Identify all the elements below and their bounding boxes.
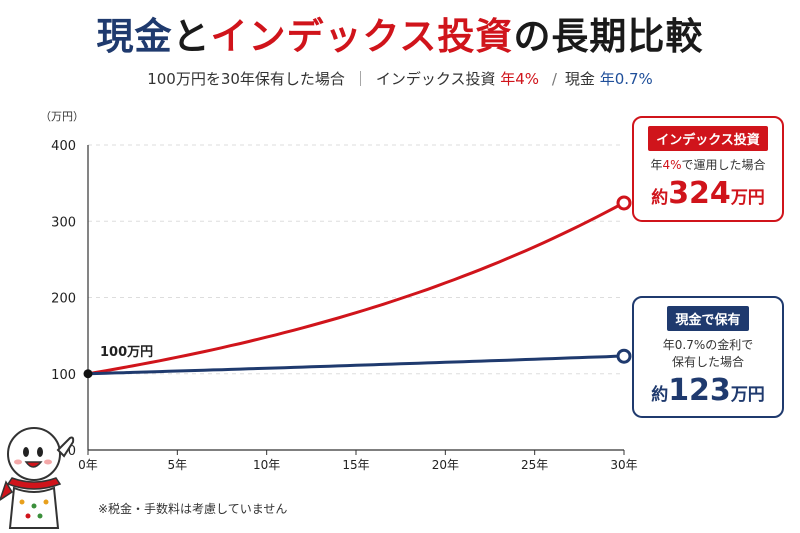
index-amount-unit: 万円 xyxy=(730,188,765,208)
series-endpoint-1 xyxy=(616,348,632,364)
x-tick-label: 0年 xyxy=(78,458,98,472)
mascot-illustration xyxy=(0,427,75,529)
cash-callout-desc: 年0.7%の金利で 保有した場合 xyxy=(634,337,782,371)
y-tick-label: 200 xyxy=(51,292,76,307)
x-tick-label: 10年 xyxy=(253,458,280,472)
footnote: ※税金・手数料は考慮していません xyxy=(98,502,288,516)
series-line-0 xyxy=(87,201,625,376)
x-tick-label: 30年 xyxy=(610,458,637,472)
title-rest: の長期比較 xyxy=(513,15,704,58)
page-title: 現金とインデックス投資の長期比較 xyxy=(0,6,800,60)
subtitle-index-label: インデックス投資 xyxy=(375,70,496,88)
index-callout-amount: 約324万円 xyxy=(634,176,782,211)
subtitle-slash: / xyxy=(551,70,557,88)
subtitle-separator: ｜ xyxy=(352,70,368,88)
cash-desc-line1: 年0.7%の金利で xyxy=(662,338,754,352)
cash-callout-tag: 現金で保有 xyxy=(667,306,749,331)
start-point-label: 100万円 xyxy=(100,345,153,360)
series-line-1 xyxy=(87,354,625,376)
cash-callout-amount: 約123万円 xyxy=(634,373,782,408)
subtitle-cash-label: 現金 xyxy=(564,70,595,88)
cash-amount-unit: 万円 xyxy=(730,385,765,405)
index-callout-desc: 年4%で運用した場合 xyxy=(634,157,782,174)
cash-desc-line2: 保有した場合 xyxy=(671,355,744,369)
title-to: と xyxy=(172,15,211,58)
y-tick-label: 400 xyxy=(51,139,76,154)
cash-amount-number: 123 xyxy=(668,373,731,408)
cash-callout: 現金で保有 年0.7%の金利で 保有した場合 約123万円 xyxy=(632,296,784,418)
start-point xyxy=(83,369,93,379)
index-desc-pre: 年 xyxy=(650,158,663,172)
x-tick-label: 20年 xyxy=(432,458,459,472)
series-endpoint-0 xyxy=(616,195,632,211)
cash-amount-pre: 約 xyxy=(651,385,669,405)
subtitle: 100万円を30年保有した場合 ｜ インデックス投資 年4% / 現金 年0.7% xyxy=(0,68,800,89)
subtitle-index-rate: 年4% xyxy=(500,70,540,88)
index-callout: インデックス投資 年4%で運用した場合 約324万円 xyxy=(632,116,784,222)
title-index: インデックス投資 xyxy=(210,15,514,58)
index-desc-rate: 4% xyxy=(662,158,682,172)
title-cash: 現金 xyxy=(96,15,173,58)
index-amount-pre: 約 xyxy=(651,188,669,208)
y-tick-label: 100 xyxy=(51,368,76,383)
index-amount-number: 324 xyxy=(668,176,731,211)
y-tick-label: 300 xyxy=(51,215,76,230)
y-axis-label: （万円） xyxy=(40,110,84,123)
subtitle-text: 100万円を30年保有した場合 xyxy=(147,70,345,88)
index-callout-tag: インデックス投資 xyxy=(648,126,768,151)
x-tick-label: 5年 xyxy=(168,458,188,472)
y-tick-label: 0 xyxy=(68,444,76,459)
x-tick-label: 25年 xyxy=(521,458,548,472)
index-desc-post: で運用した場合 xyxy=(681,158,766,172)
x-tick-label: 15年 xyxy=(342,458,369,472)
subtitle-cash-rate: 年0.7% xyxy=(599,70,653,88)
